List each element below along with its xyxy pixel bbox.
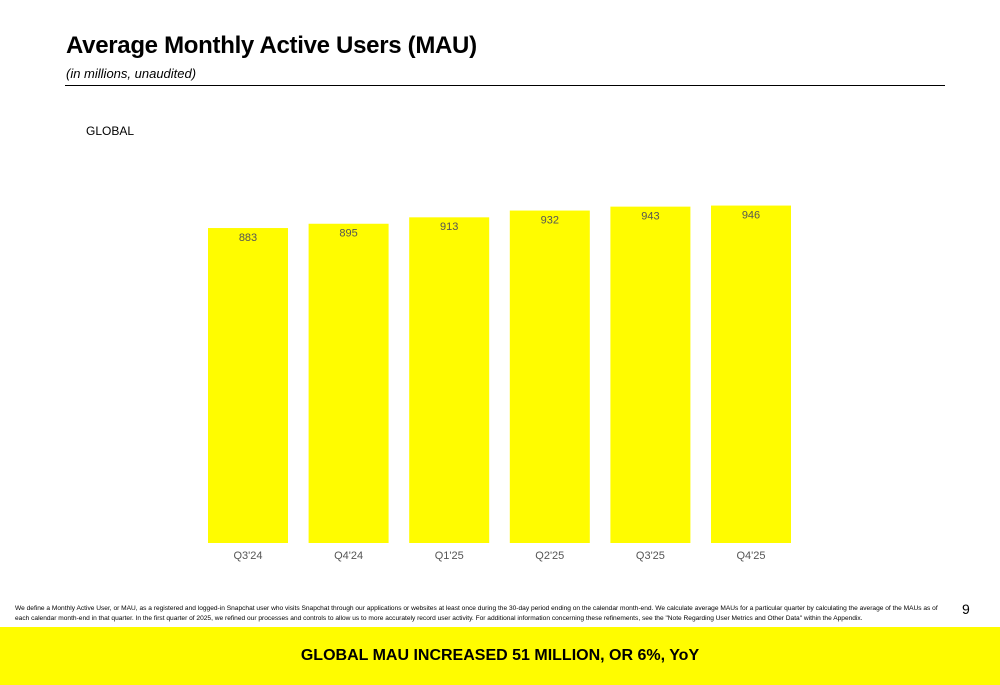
value-label: 943 bbox=[641, 211, 659, 223]
bar bbox=[409, 217, 490, 544]
region-label: GLOBAL bbox=[86, 124, 135, 138]
x-tick-label: Q3'24 bbox=[233, 550, 262, 562]
chart: 883 Q3'24 895 Q4'24 913 Q1'25 932 Q2'25 943 Q3'25… bbox=[208, 205, 791, 562]
banner-text: GLOBAL MAU INCREASED 51 MILLION, OR 6%, … bbox=[300, 647, 700, 664]
value-label: 932 bbox=[541, 214, 559, 226]
value-label: 883 bbox=[239, 232, 257, 244]
banner: GLOBAL MAU INCREASED 51 MILLION, OR 6%, … bbox=[0, 627, 1000, 685]
page-number: 9 bbox=[962, 601, 970, 617]
bar bbox=[610, 206, 691, 543]
value-label: 946 bbox=[742, 209, 760, 221]
x-tick-label: Q2'25 bbox=[535, 550, 564, 562]
divider bbox=[65, 85, 945, 86]
bar bbox=[208, 228, 288, 543]
footnote: We define a Monthly Active User, or MAU,… bbox=[15, 605, 938, 622]
x-tick-label: Q3'25 bbox=[636, 550, 665, 562]
x-tick-label: Q4'24 bbox=[334, 550, 363, 562]
bar bbox=[509, 210, 590, 543]
value-label: 895 bbox=[339, 228, 357, 240]
title: Average Monthly Active Users (MAU) bbox=[66, 32, 477, 59]
x-tick-label: Q4'25 bbox=[736, 550, 765, 562]
value-label: 913 bbox=[440, 221, 458, 233]
bar bbox=[308, 223, 389, 544]
x-tick-label: Q1'25 bbox=[435, 550, 464, 562]
bar bbox=[711, 205, 791, 543]
subtitle: (in millions, unaudited) bbox=[66, 66, 197, 81]
